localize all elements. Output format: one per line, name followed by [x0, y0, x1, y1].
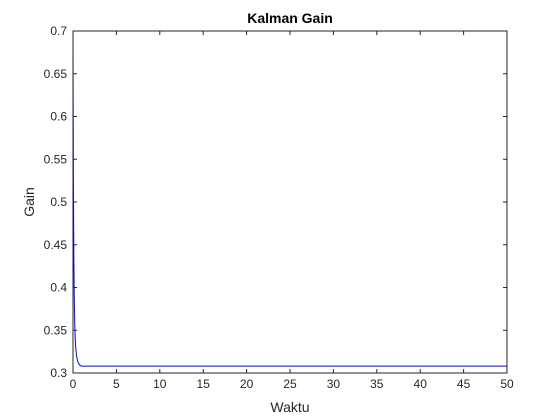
ticks-layer: 0 5 10 15 20 25 30 35 40 45 50 0.3 0.35 0.4 0.45 0.5 0.5… — [44, 24, 514, 391]
x-tick-label: 35 — [370, 377, 384, 391]
x-tick-label: 50 — [500, 377, 514, 391]
x-tick-label: 30 — [327, 377, 341, 391]
y-tick-label: 0.6 — [50, 110, 67, 124]
x-tick-label: 25 — [283, 377, 297, 391]
x-tick-label: 0 — [70, 377, 77, 391]
x-tick-label: 45 — [457, 377, 471, 391]
y-tick-label: 0.4 — [50, 281, 67, 295]
y-axis-label: Gain — [21, 187, 37, 217]
x-tick-label: 40 — [414, 377, 428, 391]
x-tick-label: 5 — [113, 377, 120, 391]
y-tick-label: 0.55 — [44, 152, 68, 166]
series-line — [72, 43, 507, 367]
y-tick-label: 0.35 — [44, 323, 68, 337]
plot-area — [73, 31, 507, 373]
y-tick-label: 0.45 — [44, 238, 68, 252]
y-tick-label: 0.7 — [50, 24, 67, 38]
x-tick-label: 15 — [197, 377, 211, 391]
y-tick-label: 0.5 — [50, 195, 67, 209]
y-tick-label: 0.65 — [44, 67, 68, 81]
series-layer — [72, 43, 507, 367]
chart-title: Kalman Gain — [247, 10, 333, 26]
x-axis-label: Waktu — [270, 399, 309, 415]
x-tick-label: 20 — [240, 377, 254, 391]
x-tick-label: 10 — [153, 377, 167, 391]
y-tick-label: 0.3 — [50, 366, 67, 380]
